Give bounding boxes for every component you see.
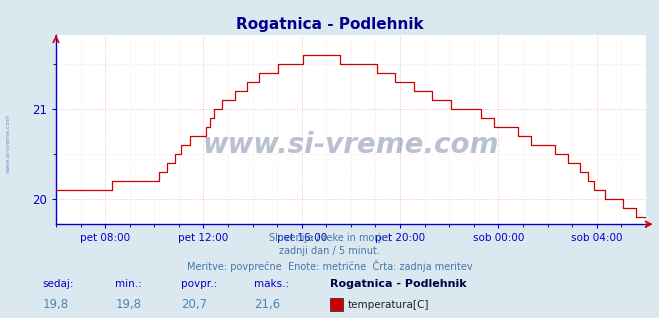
Text: www.si-vreme.com: www.si-vreme.com [203, 131, 499, 159]
Text: 21,6: 21,6 [254, 299, 280, 311]
Text: Rogatnica - Podlehnik: Rogatnica - Podlehnik [236, 17, 423, 32]
Text: sedaj:: sedaj: [43, 279, 74, 289]
Text: temperatura[C]: temperatura[C] [348, 301, 430, 310]
Text: Meritve: povprečne  Enote: metrične  Črta: zadnja meritev: Meritve: povprečne Enote: metrične Črta:… [186, 260, 473, 272]
Text: Rogatnica - Podlehnik: Rogatnica - Podlehnik [330, 279, 466, 289]
Text: 19,8: 19,8 [43, 299, 69, 311]
Text: zadnji dan / 5 minut.: zadnji dan / 5 minut. [279, 246, 380, 256]
Text: maks.:: maks.: [254, 279, 289, 289]
Text: 20,7: 20,7 [181, 299, 208, 311]
Text: 19,8: 19,8 [115, 299, 142, 311]
Text: Slovenija / reke in morje.: Slovenija / reke in morje. [269, 233, 390, 243]
Text: www.si-vreme.com: www.si-vreme.com [5, 113, 11, 173]
Text: min.:: min.: [115, 279, 142, 289]
Text: povpr.:: povpr.: [181, 279, 217, 289]
